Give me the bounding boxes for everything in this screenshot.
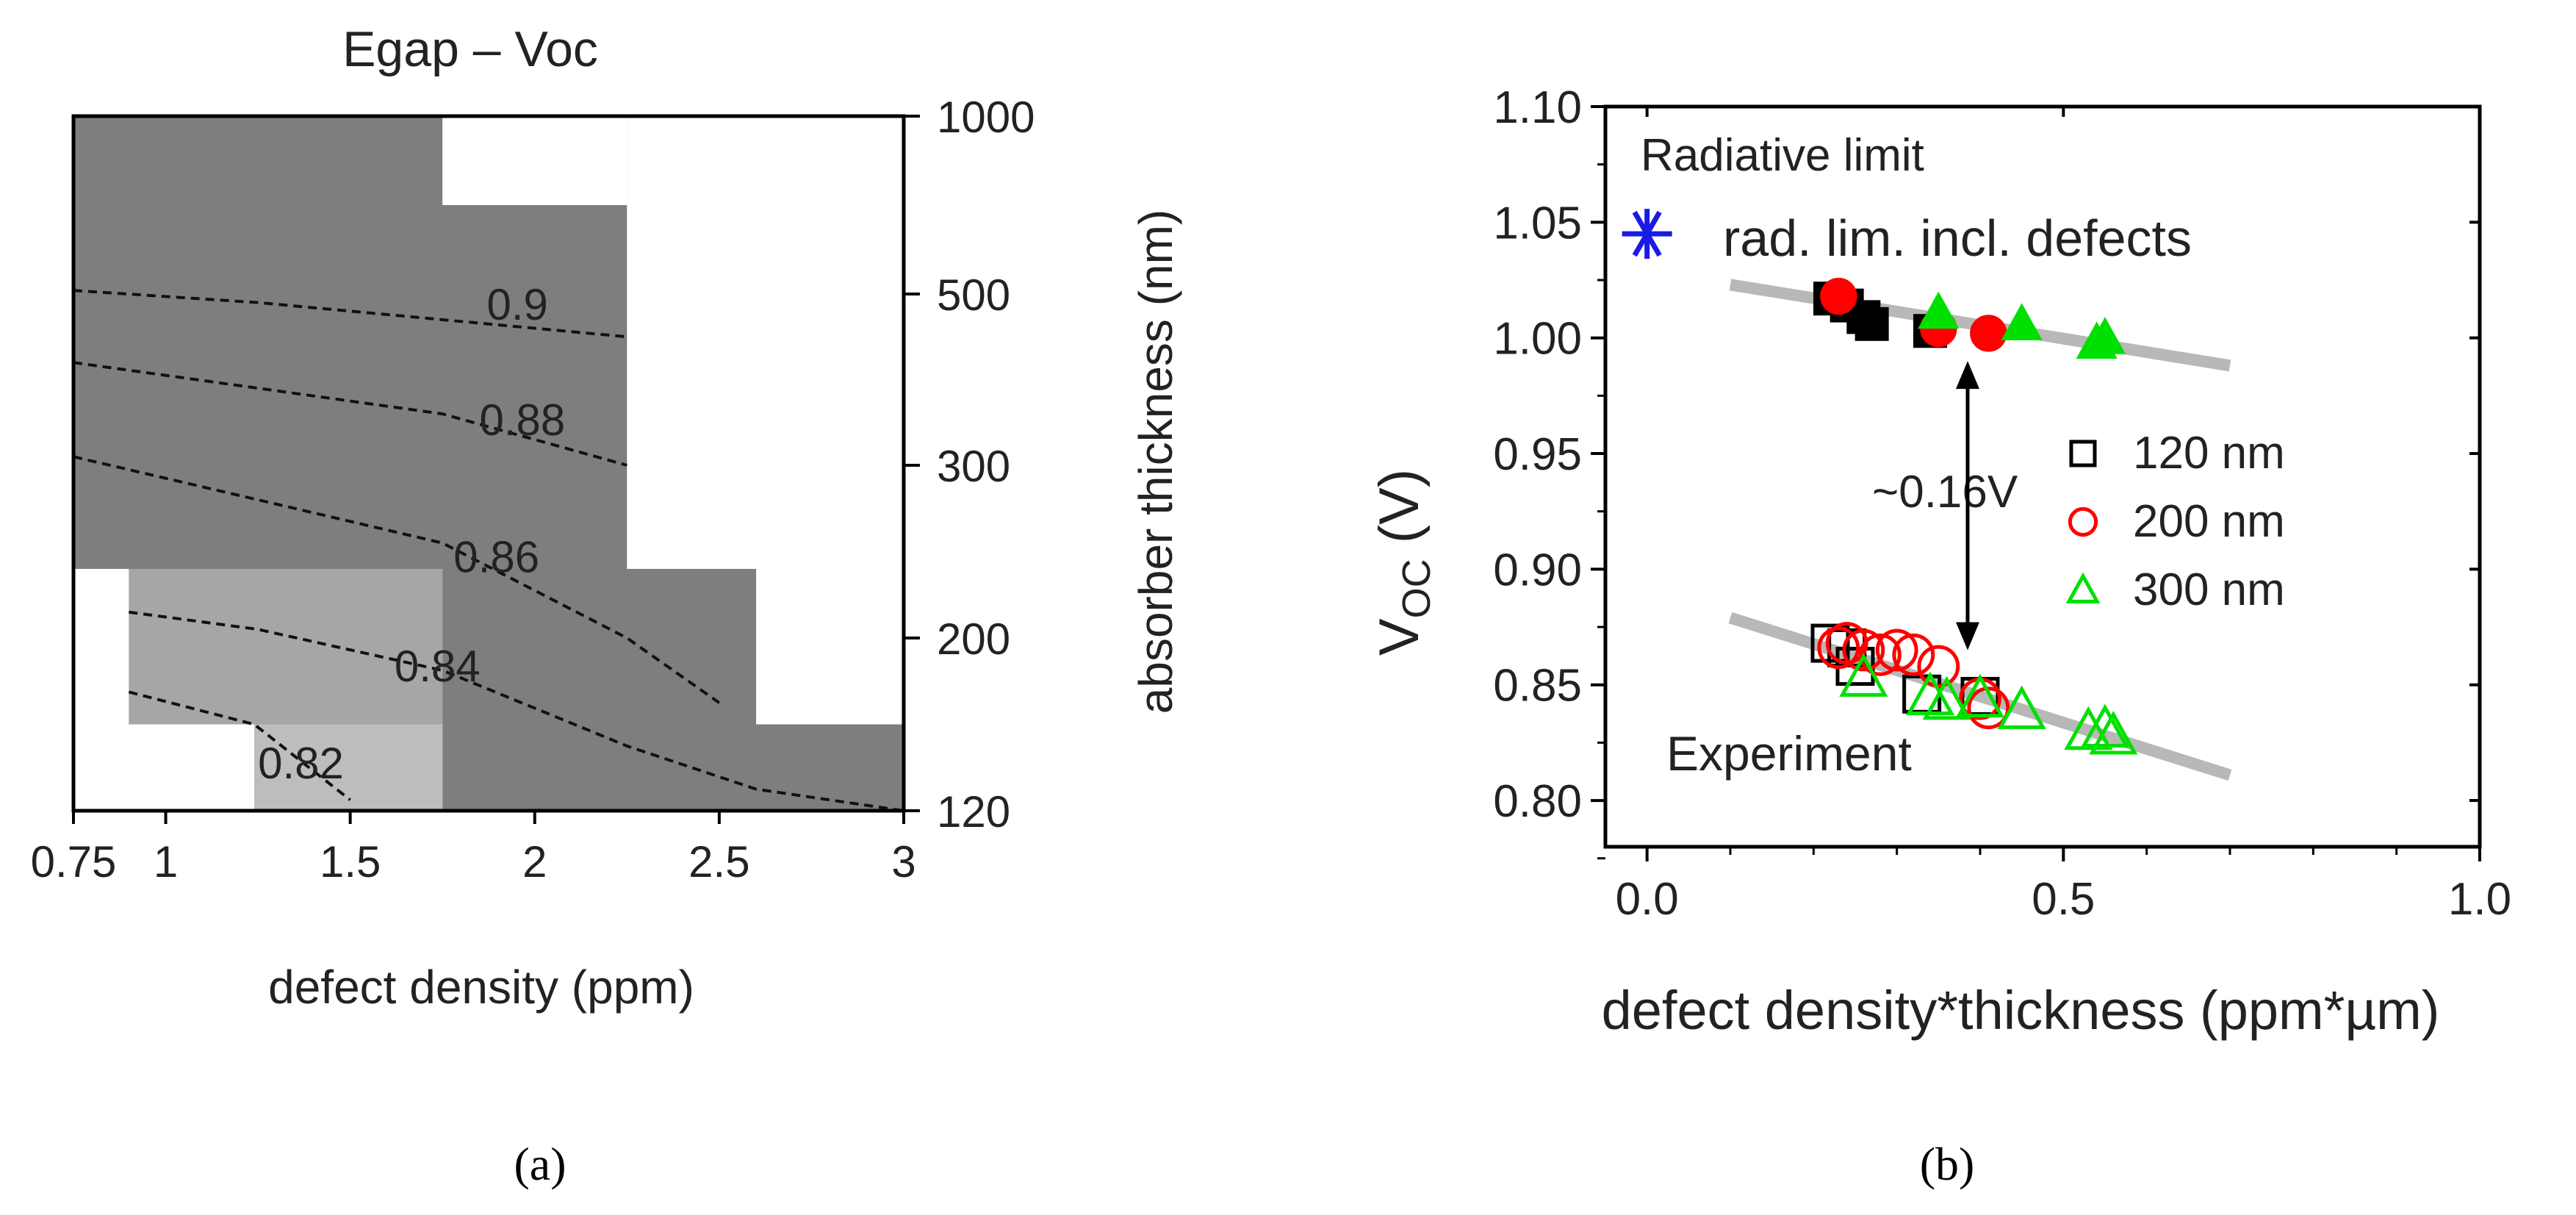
triangle-marker: [1955, 673, 2005, 718]
heatmap-cells: [73, 116, 904, 811]
x-tick-label: 1.5: [320, 837, 381, 886]
experiment-label: Experiment: [1666, 726, 1912, 781]
heatmap-cell-empty: [129, 724, 255, 811]
triangle-marker: [1922, 675, 1971, 720]
circle-marker: [1875, 628, 1918, 672]
arrow-head-down: [1956, 622, 1979, 650]
triangle-marker: [1839, 653, 1888, 697]
panel-a-y-label: absorber thickness (nm): [1129, 209, 1182, 714]
square-marker: [1854, 307, 1889, 341]
y-tick-label: 1.10: [1493, 82, 1582, 133]
panel-b-scatter: 0.80 0.85 0.90 0.95 1.00 1.05 1.10 0.0 0.5 1.0 Ra…: [1368, 82, 2511, 1190]
y-tick-label: 300: [937, 442, 1010, 491]
contour-line: [73, 361, 627, 467]
contour-line: [129, 610, 904, 812]
panel-a-y-axis: 120 200 300 500 1000: [904, 93, 1035, 836]
panel-b-axes: 0.80 0.85 0.90 0.95 1.00 1.05 1.10 0.0 0.5 1.0: [1493, 82, 2511, 925]
y-label-v: V: [1368, 618, 1431, 656]
heatmap-cell-empty: [73, 569, 129, 811]
arrow-head-up: [1956, 361, 1979, 390]
triangle-marker: [2065, 572, 2101, 603]
panel-a-x-axis: 0.75 1 1.5 2 2.5 3: [31, 811, 916, 886]
radiative-limit-label: Radiative limit: [1641, 130, 1924, 181]
panel-a-title: Egap – Voc: [342, 21, 598, 77]
x-tick-label: 0.0: [1616, 874, 1679, 925]
gap-label: ~0.16V: [1872, 467, 2018, 517]
scatter-points: [1622, 209, 2138, 755]
y-tick-label: 500: [937, 270, 1010, 320]
circle-marker: [1917, 645, 1960, 688]
legend: 120 nm 200 nm 300 nm: [2065, 428, 2285, 615]
panel-a-heatmap: Egap – Voc 0.9 0.88 0.86 0.84 0.82 0.75 1 1.5 2…: [31, 21, 1182, 1190]
radiative-limit-point: [1622, 209, 1672, 259]
heatmap-cell-empty: [756, 569, 904, 725]
circle-marker: [1967, 687, 2010, 730]
y-tick-label: 0.85: [1493, 661, 1582, 712]
triangle-marker: [1997, 685, 2046, 729]
triangle-marker: [2084, 317, 2126, 354]
contour-lines: 0.9 0.88 0.86 0.84 0.82: [73, 280, 904, 812]
heatmap-cell-mid: [73, 569, 443, 725]
y-tick-label: 200: [937, 614, 1010, 664]
x-tick-label: 3: [891, 837, 915, 886]
x-tick-label: 1.0: [2448, 874, 2511, 925]
x-tick-label: 2: [522, 837, 547, 886]
circle-marker: [1842, 628, 1885, 672]
x-tick-label: 0.75: [31, 837, 117, 886]
y-tick-label: 0.90: [1493, 545, 1582, 595]
contour-label: 0.86: [453, 533, 539, 582]
contour-line: [73, 289, 627, 339]
y-tick-label: 1000: [937, 93, 1035, 142]
legend-label: 300 nm: [2133, 565, 2285, 615]
caption-b: (b): [1920, 1138, 1975, 1190]
triangle-marker: [2080, 703, 2130, 748]
panel-b-plot-frame: [1603, 104, 2482, 849]
circle-marker: [1817, 626, 1860, 670]
triangle-marker: [2001, 303, 2043, 340]
contour-label: 0.88: [479, 395, 565, 445]
panel-a-x-label: defect density (ppm): [268, 961, 694, 1014]
panel-b-y-label: VOC (V): [1368, 469, 1439, 656]
rad-lim-incl-defects-label: rad. lim. incl. defects: [1723, 209, 2192, 267]
y-tick-label: 120: [937, 787, 1010, 836]
x-tick-label: 1: [154, 837, 178, 886]
legend-label: 120 nm: [2133, 428, 2285, 479]
contour-label: 0.82: [258, 739, 344, 788]
contour-label: 0.9: [486, 280, 547, 329]
heatmap-cell: [73, 116, 443, 569]
triangle-marker: [1918, 291, 1960, 329]
y-label-sub: OC: [1395, 559, 1439, 618]
panel-a-plot-frame: [71, 114, 906, 813]
circle-marker: [1892, 633, 1935, 676]
circle-marker: [1820, 277, 1857, 315]
gap-arrow: [1956, 361, 1979, 650]
y-tick-label: 1.05: [1493, 198, 1582, 248]
circle-marker: [1970, 315, 2007, 352]
caption-a: (a): [514, 1138, 566, 1190]
x-tick-label: 0.5: [2032, 874, 2095, 925]
heatmap-cell: [442, 116, 627, 205]
x-tick-label: 2.5: [688, 837, 749, 886]
y-tick-label: 1.00: [1493, 314, 1582, 365]
heatmap-cell-light: [254, 724, 443, 811]
triangle-marker: [2089, 711, 2138, 755]
circle-marker: [1859, 633, 1902, 676]
y-tick-label: 0.95: [1493, 429, 1582, 480]
heatmap-cell-empty: [627, 116, 904, 569]
legend-label: 200 nm: [2133, 496, 2285, 547]
contour-line: [73, 455, 721, 704]
panel-b-x-label: defect density*thickness (ppm*µm): [1602, 980, 2440, 1041]
y-label-unit: (V): [1368, 469, 1431, 559]
contour-label: 0.84: [395, 642, 481, 691]
square-marker: [2069, 440, 2097, 467]
y-tick-label: 0.80: [1493, 776, 1582, 827]
triangle-marker: [2064, 706, 2113, 750]
contour-line: [128, 690, 351, 801]
circle-marker: [2068, 506, 2098, 537]
